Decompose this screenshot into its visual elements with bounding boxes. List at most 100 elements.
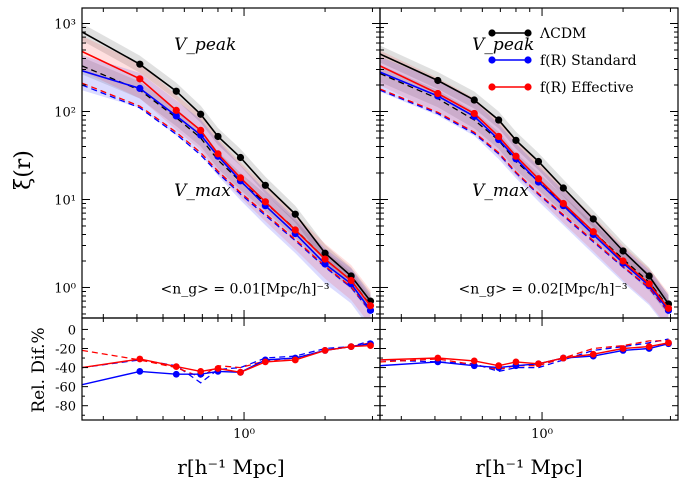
reldif-point-eff_solid (535, 360, 542, 368)
point-fr_eff-vpeak (197, 126, 205, 134)
legend-label: f(R) Effective (540, 80, 634, 96)
reldif-point-eff_solid (197, 367, 205, 375)
reldif-point-eff_solid (261, 358, 269, 366)
reldif-point-eff_solid (495, 362, 503, 370)
band-fr-standard (380, 56, 669, 318)
point-lcdm-vpeak (236, 153, 245, 162)
legend-label: f(R) Standard (540, 53, 637, 69)
point-lcdm-vpeak (321, 249, 329, 257)
reldif-point-eff_solid (589, 350, 597, 358)
legend-marker (524, 56, 532, 64)
reldif-point-eff_solid (172, 363, 180, 371)
reldif-point-eff_solid (645, 343, 653, 350)
point-fr_eff-vpeak (470, 109, 478, 118)
bottom-plot-area (82, 340, 374, 386)
legend: ΛCDM f(R) Standard f(R) Effective (488, 26, 637, 96)
point-lcdm-vpeak (512, 136, 520, 144)
density-label: <n_g> = 0.01[Mpc/h]⁻³ (160, 282, 329, 298)
vpeak-label: V_peak (174, 35, 236, 55)
reldif-point-eff_solid (347, 343, 355, 350)
point-lcdm-vpeak (172, 87, 180, 95)
point-fr_eff-vpeak (664, 304, 673, 312)
y-axis-label-bottom: Rel. Dif.% (29, 327, 49, 412)
reldif-point-eff_solid (291, 356, 299, 364)
reldif-point-eff_solid (214, 365, 222, 372)
y-tick-label-top: 10³ (54, 17, 76, 32)
point-lcdm-vpeak (645, 272, 653, 280)
legend-marker (488, 56, 496, 64)
point-fr_eff-vpeak (495, 132, 503, 141)
top-plot-area (82, 23, 375, 318)
reldif-point-eff_solid (619, 345, 627, 352)
x-axis-label: r[h⁻¹ Mpc] (177, 455, 284, 479)
point-fr_eff-vpeak (366, 302, 375, 310)
point-lcdm-vpeak (619, 247, 627, 255)
vpeak-label: V_peak (472, 35, 534, 55)
point-fr_eff-vpeak (434, 89, 442, 98)
point-fr_eff-vpeak (589, 228, 597, 236)
point-fr_eff-vpeak (261, 198, 269, 206)
x-axis-label: r[h⁻¹ Mpc] (475, 455, 582, 479)
point-lcdm-vpeak (589, 215, 597, 223)
point-lcdm-vpeak (291, 210, 299, 218)
point-fr_eff-vpeak (321, 255, 329, 263)
point-fr_std-vpeak (172, 112, 180, 120)
bottom-axes-frame (81, 317, 381, 421)
point-fr_eff-vpeak (619, 257, 627, 265)
point-lcdm-vpeak (261, 181, 269, 189)
point-fr_eff-vpeak (291, 226, 299, 234)
line-fr-standard-vmax (82, 84, 372, 313)
point-lcdm-vpeak (434, 76, 442, 85)
point-lcdm-vpeak (495, 116, 503, 124)
reldif-point-eff_solid (434, 354, 442, 362)
line-fr-standard-vmax (380, 89, 670, 313)
top-plot-area (380, 45, 673, 318)
vmax-label: V_max (472, 181, 529, 201)
point-lcdm-vpeak (214, 132, 222, 141)
reldif-point-std_solid (172, 370, 180, 378)
point-fr_eff-vpeak (136, 75, 144, 83)
reldif-point-eff_solid (512, 358, 520, 366)
point-lcdm-vpeak (559, 184, 567, 192)
vmax-label: V_max (174, 181, 231, 201)
y-tick-label-bottom: 0 (68, 323, 76, 338)
y-tick-label-bottom: -80 (55, 400, 76, 415)
bottom-axes-frame (379, 317, 679, 421)
reldif-point-eff_solid (237, 368, 244, 376)
y-tick-label-top: 10⁰ (54, 281, 76, 296)
band-fr-effective (380, 50, 669, 318)
point-lcdm-vpeak (197, 110, 205, 118)
bottom-plot-area (380, 338, 672, 373)
reldif-point-std_solid (470, 362, 478, 370)
reldif-point-eff_solid (321, 347, 329, 354)
band-fr-effective (82, 36, 371, 318)
x-tick-label: 10⁰ (233, 427, 255, 442)
reldif-point-std_solid (136, 367, 144, 375)
reldif-fr-standard-dashed (380, 338, 669, 373)
point-fr_eff-vpeak (645, 280, 653, 288)
legend-marker (524, 29, 532, 37)
reldif-fr-effective-dashed (380, 340, 669, 371)
point-fr_eff-vpeak (236, 174, 245, 182)
panel-2: 10⁰ V_peak V_max <n_g> = 0.02[Mpc/h]⁻³ r[h⁻¹… (379, 7, 679, 479)
density-label: <n_g> = 0.02[Mpc/h]⁻³ (458, 282, 627, 298)
point-fr_eff-vpeak (214, 150, 222, 158)
point-lcdm-vpeak (136, 60, 144, 68)
line-fr-effective-vmax (380, 88, 670, 313)
line-fr-effective-vmax (82, 82, 372, 311)
point-fr_eff-vpeak (172, 106, 180, 114)
legend-label: ΛCDM (539, 26, 586, 42)
y-tick-label-top: 10¹ (54, 193, 76, 208)
point-fr_eff-vpeak (347, 276, 355, 285)
legend-marker (488, 29, 496, 37)
point-fr_eff-vpeak (534, 175, 543, 183)
reldif-point-eff_solid (559, 354, 567, 362)
reldif-point-eff_solid (136, 355, 144, 363)
band-fr-standard (82, 55, 371, 318)
legend-marker (524, 83, 532, 91)
y-tick-label-bottom: -20 (55, 343, 76, 358)
reldif-point-eff_solid (665, 339, 672, 347)
point-lcdm-vpeak (470, 96, 478, 104)
reldif-point-eff_solid (367, 342, 374, 350)
